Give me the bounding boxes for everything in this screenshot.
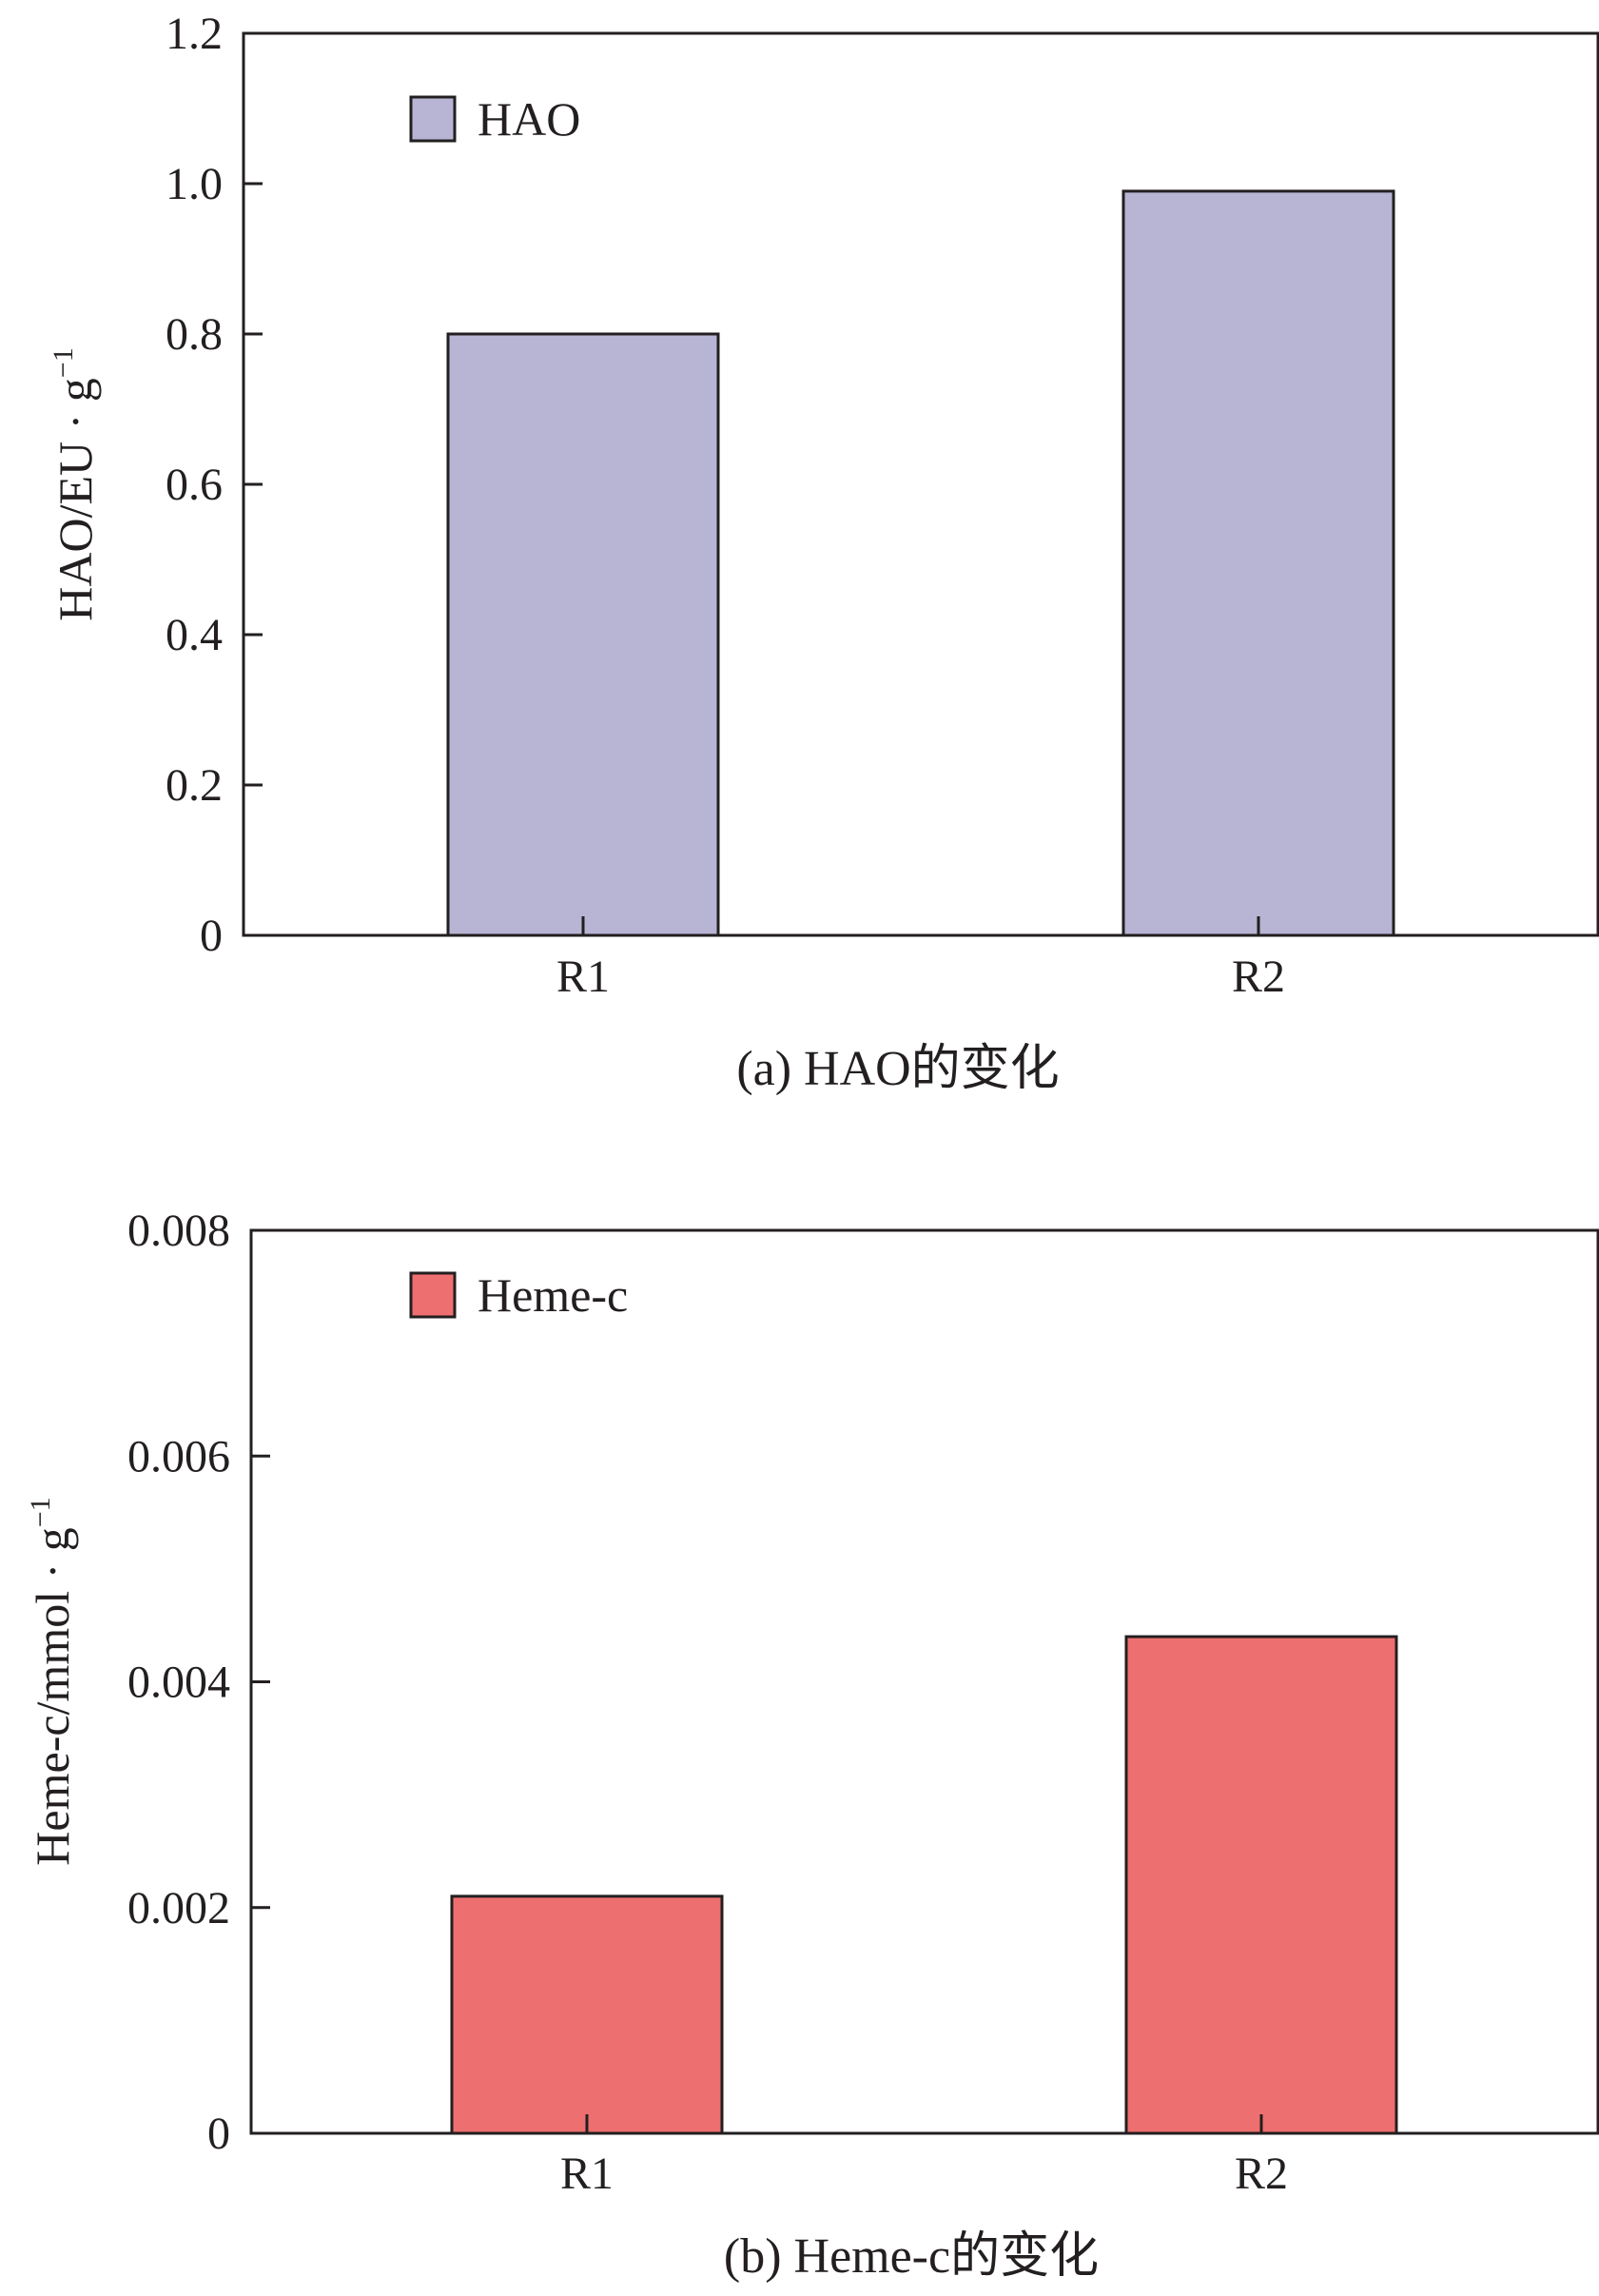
chart-a-x-tick-label: R2 bbox=[1232, 952, 1285, 1002]
chart-b-y-axis-title-text: Heme-c/mmol · g bbox=[26, 1527, 79, 1865]
chart-b-y-axis-title-sup: −1 bbox=[25, 1497, 56, 1527]
chart-a-x-ticks: R1 R2 bbox=[556, 916, 1285, 1002]
chart-a-y-tick-label: 0.2 bbox=[166, 760, 223, 811]
chart-a-y-axis-title-text: HAO/EU · g bbox=[49, 378, 102, 621]
chart-b-y-tick-label: 0.008 bbox=[127, 1206, 230, 1256]
chart-b-legend-swatch bbox=[409, 1271, 457, 1319]
chart-a-hao: 0 0.2 0.4 0.6 0.8 1.0 1.2 R1 R2 HAO HAO/EU · g−… bbox=[48, 9, 1599, 1096]
chart-b-y-tick-label: 0.004 bbox=[127, 1658, 230, 1708]
chart-a-y-tick-label: 0.6 bbox=[166, 460, 223, 510]
chart-a-bars bbox=[446, 189, 1395, 937]
chart-a-y-tick-label: 0.8 bbox=[166, 309, 223, 360]
chart-b-bar-r1 bbox=[450, 1894, 724, 2135]
chart-a-y-axis-title: HAO/EU · g−1 bbox=[48, 347, 102, 620]
chart-a-y-tick-label: 1.0 bbox=[166, 159, 223, 209]
chart-b-x-ticks: R1 R2 bbox=[560, 2114, 1288, 2199]
chart-a-caption: (a) HAO的变化 bbox=[736, 1042, 1059, 1096]
chart-b-y-tick-label: 0.006 bbox=[127, 1431, 230, 1482]
chart-a-bar-r2 bbox=[1121, 189, 1395, 937]
chart-b-x-tick-label: R1 bbox=[560, 2149, 614, 2199]
chart-b-caption: (b) Heme-c的变化 bbox=[724, 2229, 1099, 2284]
chart-a-legend-swatch bbox=[409, 95, 457, 143]
chart-b-bar-r2 bbox=[1124, 1635, 1398, 2135]
chart-a-y-axis-title-sup: −1 bbox=[48, 347, 79, 378]
chart-b-y-ticks: 0 0.002 0.004 0.006 0.008 bbox=[127, 1206, 270, 2159]
chart-b-bars bbox=[450, 1635, 1398, 2135]
chart-b-x-tick-label: R2 bbox=[1235, 2149, 1288, 2199]
chart-b-legend-label: Heme-c bbox=[478, 1268, 628, 1322]
chart-a-legend-label: HAO bbox=[478, 92, 580, 146]
chart-a-y-tick-label: 0 bbox=[200, 911, 223, 961]
chart-a-y-ticks: 0 0.2 0.4 0.6 0.8 1.0 1.2 bbox=[166, 9, 263, 961]
chart-a-y-tick-label: 0.4 bbox=[166, 610, 223, 660]
chart-b-y-tick-label: 0.002 bbox=[127, 1883, 230, 1933]
chart-b-heme-c: 0 0.002 0.004 0.006 0.008 R1 R2 Heme-c Heme-c… bbox=[25, 1206, 1599, 2284]
chart-b-y-axis-title: Heme-c/mmol · g−1 bbox=[25, 1497, 79, 1865]
chart-a-x-tick-label: R1 bbox=[556, 952, 610, 1002]
chart-b-y-tick-label: 0 bbox=[207, 2109, 230, 2159]
chart-a-bar-r1 bbox=[446, 332, 720, 937]
chart-a-y-tick-label: 1.2 bbox=[166, 9, 223, 59]
